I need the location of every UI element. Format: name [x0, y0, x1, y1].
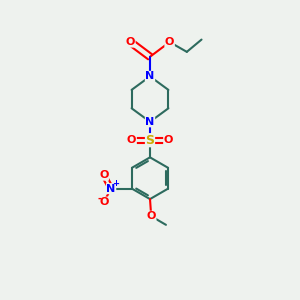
Text: O: O — [126, 37, 135, 47]
Text: S: S — [146, 134, 154, 147]
Text: O: O — [99, 197, 108, 207]
Text: O: O — [99, 170, 108, 180]
Text: N: N — [146, 117, 154, 127]
Text: O: O — [164, 135, 173, 145]
Text: O: O — [127, 135, 136, 145]
Text: +: + — [112, 179, 119, 188]
Text: O: O — [146, 211, 156, 221]
Text: O: O — [165, 37, 174, 47]
Text: N: N — [146, 71, 154, 81]
Text: -: - — [97, 194, 101, 204]
Text: N: N — [106, 184, 116, 194]
